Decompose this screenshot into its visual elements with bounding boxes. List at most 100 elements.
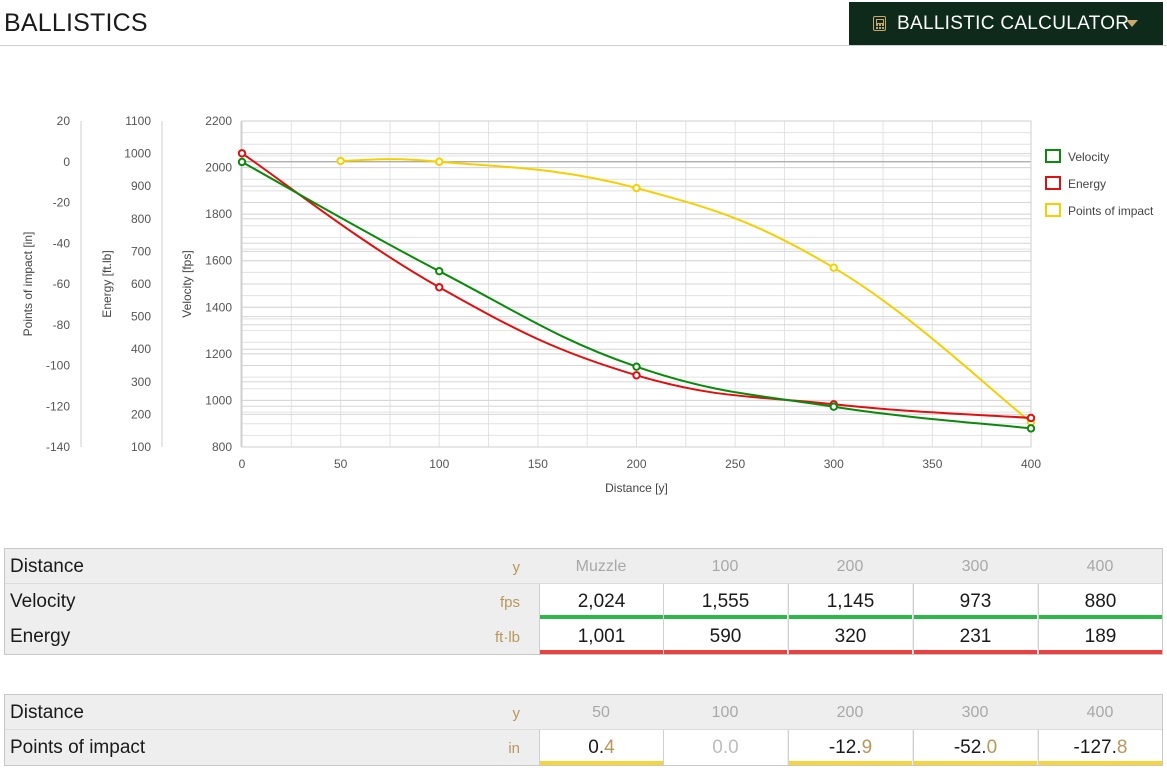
table-cell: -127.8 — [1038, 730, 1162, 765]
x-tick-label: 300 — [824, 457, 844, 471]
x-tick-label: 150 — [528, 457, 548, 471]
table-cell: 200 — [836, 558, 864, 575]
table-row-impact: Points of impact in 0.4 0.0 -12.9 -52.0 … — [5, 730, 1162, 765]
calculator-icon — [873, 16, 886, 31]
impact-point — [829, 263, 838, 272]
y-tick-label: 2000 — [205, 161, 232, 175]
y-tick-label: 100 — [131, 440, 151, 454]
x-tick-label: 400 — [1021, 457, 1041, 471]
table-cell: 400 — [1086, 558, 1114, 575]
energy-bar — [789, 650, 912, 654]
y-tick-label: -120 — [46, 399, 70, 413]
velocity-bar — [664, 615, 787, 619]
legend-label: Points of impact — [1068, 204, 1154, 218]
y-tick-label: 1800 — [205, 207, 232, 221]
velocity-point — [632, 362, 641, 371]
ballistic-calculator-button[interactable]: BALLISTIC CALCULATOR — [849, 2, 1163, 45]
velocity-bar — [1039, 615, 1162, 619]
ballistics-chart: 200 -20 -40 -60 -80 -100 -120 -140 Points of imp… — [21, 114, 1154, 495]
impact-point — [336, 156, 345, 166]
energy-point — [435, 283, 444, 292]
table-cell: 0.0 — [663, 730, 787, 765]
row-unit: fps — [499, 594, 520, 611]
page-title: BALLISTICS — [4, 9, 148, 37]
table-cell: 300 — [961, 704, 989, 721]
energy-bar — [664, 650, 787, 654]
y-tick-label: -40 — [53, 236, 71, 250]
impact-bar — [789, 761, 912, 765]
y-axis-title: Points of impact [in] — [21, 232, 35, 337]
impact-point — [632, 183, 641, 193]
energy-bar — [914, 650, 1037, 654]
x-tick-label: 100 — [429, 457, 449, 471]
top-bar: BALLISTICS BALLISTIC CALCULATOR — [0, 0, 1167, 46]
energy-bar — [1039, 650, 1162, 654]
y-tick-label: 900 — [131, 179, 151, 193]
y-tick-label: 700 — [131, 244, 151, 258]
table-cell: 2,024 — [539, 584, 663, 619]
x-axis-title: Distance [y] — [605, 481, 668, 495]
table-cell: 300 — [961, 558, 989, 575]
table-cell: 0.4 — [539, 730, 663, 765]
table-cell: 880 — [1038, 584, 1162, 619]
y-tick-label: 1400 — [205, 300, 232, 314]
velocity-point — [1026, 424, 1036, 433]
row-unit: ft·lb — [494, 629, 520, 646]
velocity-bar — [789, 615, 912, 619]
x-tick-label: 50 — [334, 457, 348, 471]
table-cell: 100 — [711, 558, 739, 575]
y-tick-label: 2200 — [205, 114, 232, 128]
velocity-point — [435, 266, 444, 276]
calculator-button-label: BALLISTIC CALCULATOR — [897, 13, 1130, 34]
row-label: Distance — [10, 702, 84, 723]
row-label: Velocity — [10, 591, 76, 612]
table-cell: 320 — [788, 619, 912, 654]
y-tick-label: 0 — [63, 155, 70, 169]
y-tick-label: 800 — [131, 212, 151, 226]
y-axis-title: Energy [ft.lb] — [100, 250, 114, 317]
y-tick-label: -140 — [46, 440, 70, 454]
y-tick-label: 1000 — [205, 393, 232, 407]
y-tick-label: 300 — [131, 375, 151, 389]
y-tick-label: -20 — [53, 196, 71, 210]
table-cell: 973 — [913, 584, 1037, 619]
velocity-bar — [914, 615, 1037, 619]
table-cell: 590 — [663, 619, 787, 654]
y-tick-label: 400 — [131, 342, 151, 356]
table-cell: 100 — [711, 704, 739, 721]
table-row-distance: Distance y 50 100 200 300 400 — [5, 695, 1162, 730]
row-label: Distance — [10, 556, 84, 577]
y-tick-label: 500 — [131, 310, 151, 324]
impact-bar — [540, 761, 663, 765]
row-unit: in — [508, 740, 520, 757]
table-row-velocity: Velocity fps 2,024 1,555 1,145 973 880 — [5, 584, 1162, 619]
row-unit: y — [512, 705, 521, 722]
x-tick-label: 200 — [626, 457, 646, 471]
energy-bar — [540, 650, 663, 654]
row-label: Points of impact — [10, 737, 146, 758]
legend-label: Velocity — [1068, 150, 1109, 164]
row-label: Energy — [10, 626, 71, 647]
energy-point — [632, 371, 641, 380]
table-cell: 1,001 — [539, 619, 663, 654]
table-cell: 1,555 — [663, 584, 787, 619]
table-cell: -52.0 — [913, 730, 1037, 765]
velocity-point — [829, 402, 838, 411]
x-tick-label: 250 — [725, 457, 745, 471]
y-tick-label: -60 — [53, 277, 71, 291]
y-tick-label: 1200 — [205, 347, 232, 361]
table-cell: Muzzle — [575, 558, 627, 575]
y-axis-title: Velocity [fps] — [180, 250, 194, 317]
caret-down-icon — [1126, 20, 1138, 27]
plot-frame — [241, 120, 1032, 448]
impact-line — [340, 158, 1032, 423]
table-cell: 50 — [592, 704, 610, 721]
velocity-bar — [540, 615, 663, 619]
y-tick-label: 1000 — [124, 147, 151, 161]
energy-point — [1026, 413, 1036, 423]
table-cell: 400 — [1086, 704, 1114, 721]
impact-bar — [914, 761, 1037, 765]
table-cell: 189 — [1038, 619, 1162, 654]
y-tick-label: -80 — [53, 318, 71, 332]
y-tick-label: -100 — [46, 359, 70, 373]
